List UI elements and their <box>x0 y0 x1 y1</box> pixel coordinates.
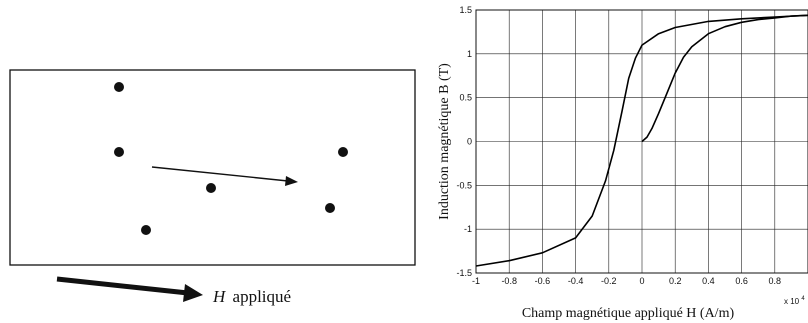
y-tick-label: 1.5 <box>459 5 472 15</box>
y-tick-label: 1 <box>467 49 472 59</box>
first-magnetization-line <box>641 14 808 143</box>
y-tick-label: -1 <box>464 224 472 234</box>
y-tick-label: 0 <box>467 137 472 147</box>
particle-dot <box>114 147 124 157</box>
y-tick-label: 0.5 <box>459 93 472 103</box>
applied-field-arrow <box>56 276 203 302</box>
x-tick-label: -0.4 <box>568 276 584 286</box>
domain-schematic: H appliqué <box>9 69 416 306</box>
particle-dot <box>338 147 348 157</box>
particle-dot <box>141 225 151 235</box>
plot-frame <box>475 9 808 274</box>
y-tick-label: -0.5 <box>456 180 472 190</box>
material-box <box>9 69 416 266</box>
y-tick-label: -1.5 <box>456 268 472 278</box>
x-tick-label: -1 <box>472 276 480 286</box>
x-tick-label: 0.6 <box>735 276 748 286</box>
x-axis-label: Champ magnétique appliqué H (A/m) <box>522 306 735 321</box>
x-tick-label: 0.4 <box>702 276 715 286</box>
x-tick-label: 0 <box>639 276 644 286</box>
x-tick-label: -0.2 <box>601 276 617 286</box>
particle-dot <box>325 203 335 213</box>
applied-field-label: H appliqué <box>212 287 291 306</box>
x-scale-label: x 10 4 <box>784 296 805 306</box>
x-tick-label: 0.2 <box>669 276 682 286</box>
y-axis-label: Induction magnétique B (T) <box>437 63 452 220</box>
hysteresis-branch-line <box>475 14 808 267</box>
hysteresis-chart: -1 -0.8 -0.6 -0.4 -0.2 0 0.2 0.4 0.6 0.8 1.5 1 0.5 0 -… <box>437 5 808 321</box>
particle-dot <box>114 82 124 92</box>
x-tick-label: -0.8 <box>501 276 517 286</box>
magnetization-arrow <box>151 166 298 186</box>
curves <box>475 14 808 267</box>
tick-labels: -1 -0.8 -0.6 -0.4 -0.2 0 0.2 0.4 0.6 0.8 1.5 1 0.5 0 -… <box>456 5 781 286</box>
x-tick-label: -0.6 <box>535 276 551 286</box>
particle-dot <box>206 183 216 193</box>
x-tick-label: 0.8 <box>769 276 782 286</box>
